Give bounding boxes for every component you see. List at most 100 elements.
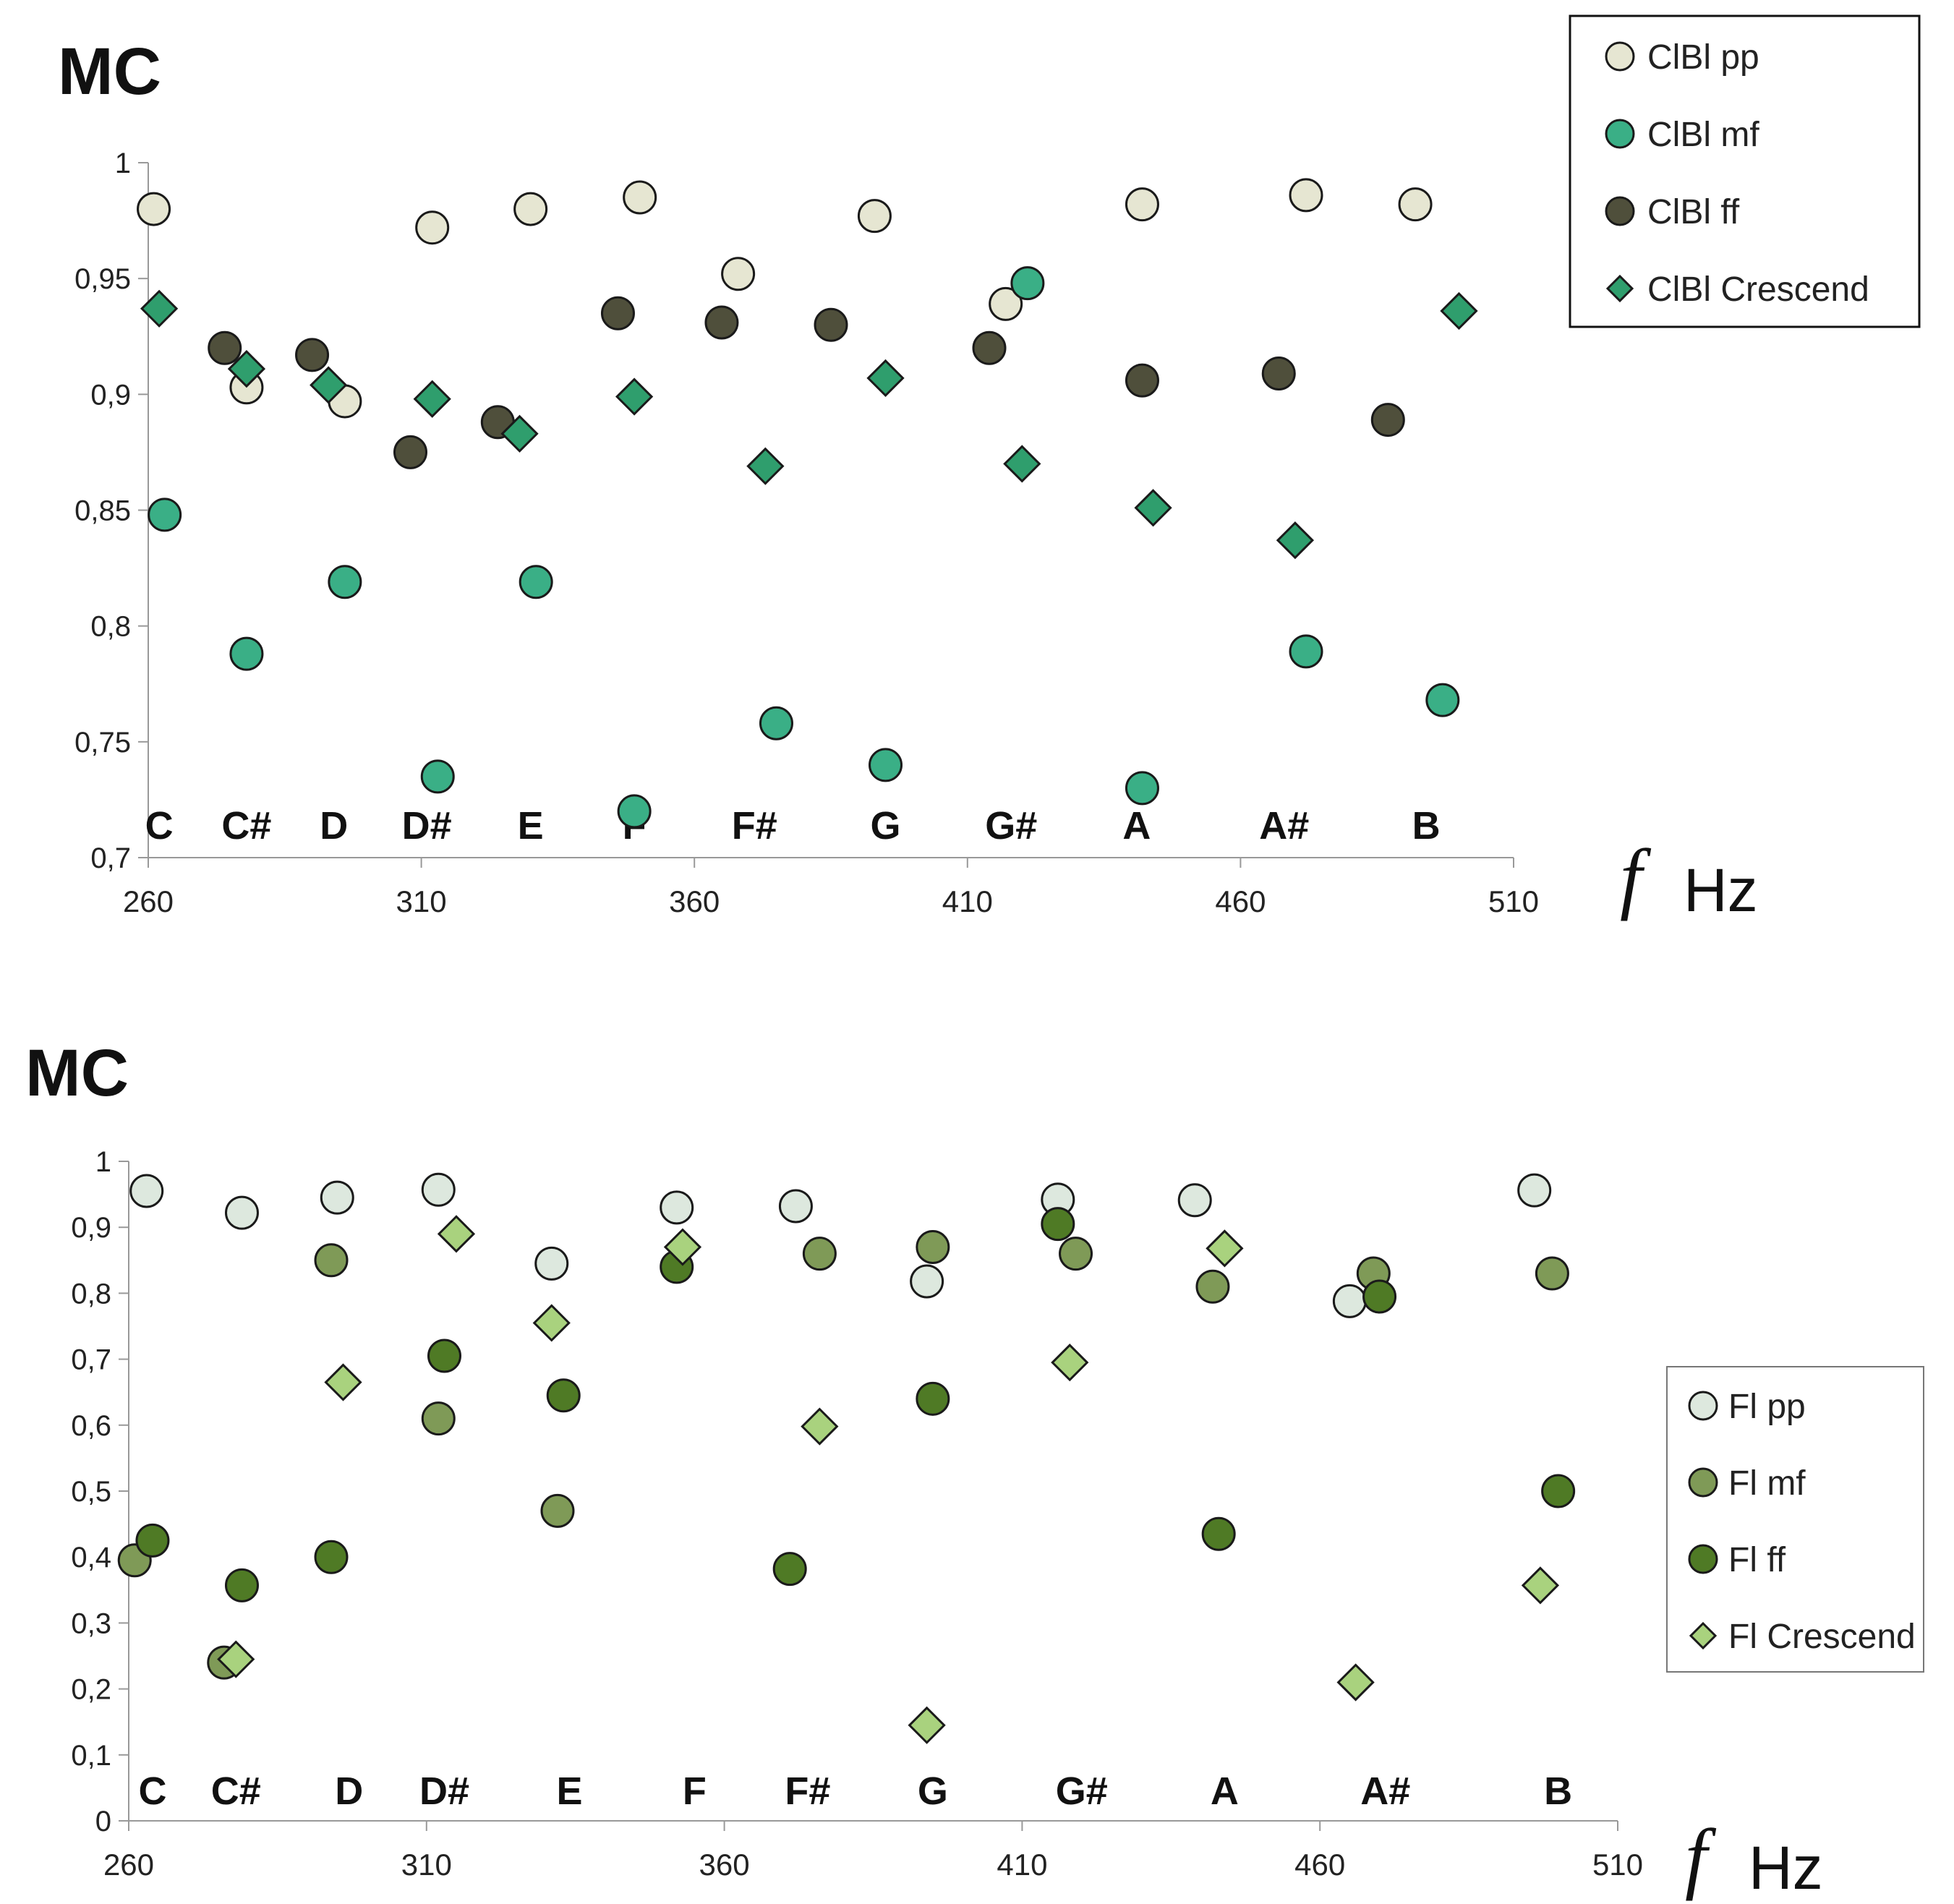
- series-clbl-crescend: [140, 289, 1478, 560]
- data-point: [1206, 1229, 1244, 1268]
- data-point: [1370, 403, 1405, 437]
- data-point: [1051, 1344, 1089, 1382]
- data-point: [421, 1172, 456, 1207]
- data-point: [1125, 771, 1159, 806]
- legend-marker: [1688, 1391, 1718, 1421]
- x-tick-label: 310: [401, 1848, 452, 1882]
- data-point: [1517, 1173, 1552, 1208]
- note-label: C: [138, 1769, 166, 1813]
- legend-label: ClBl ff: [1647, 193, 1740, 231]
- x-tick-label: 410: [942, 884, 993, 918]
- data-point: [1261, 357, 1296, 391]
- data-point: [617, 794, 652, 829]
- data-point: [413, 380, 451, 418]
- data-point: [224, 1568, 259, 1602]
- data-point: [148, 498, 182, 532]
- legend-label: Fl ff: [1728, 1541, 1786, 1579]
- data-point: [513, 192, 548, 226]
- data-point: [1289, 634, 1323, 669]
- data-point: [217, 1640, 255, 1678]
- legend: Fl pp Fl mf Fl ff Fl Crescend: [1666, 1366, 1924, 1673]
- data-point: [663, 1228, 702, 1266]
- data-point: [140, 289, 179, 328]
- data-point: [437, 1215, 476, 1253]
- data-point: [972, 330, 1007, 365]
- data-point: [1362, 1279, 1397, 1314]
- data-point: [546, 1378, 581, 1413]
- legend-label: ClBl mf: [1647, 116, 1759, 154]
- data-point: [1125, 363, 1159, 398]
- data-point: [1201, 1516, 1236, 1551]
- note-label: A#: [1360, 1769, 1410, 1813]
- data-point: [1059, 1237, 1093, 1271]
- x-tick-label: 410: [997, 1848, 1047, 1882]
- data-point: [1521, 1566, 1560, 1605]
- y-tick-label: 0,85: [74, 495, 131, 527]
- data-point: [1541, 1474, 1576, 1508]
- chart-title: MC: [25, 1036, 129, 1110]
- data-point: [721, 257, 756, 291]
- data-point: [1398, 187, 1433, 222]
- legend-label: Fl mf: [1728, 1464, 1806, 1503]
- data-point: [420, 759, 455, 794]
- data-point: [759, 706, 793, 740]
- data-point: [801, 1407, 839, 1446]
- data-point: [421, 1401, 456, 1436]
- note-label: C#: [221, 804, 271, 848]
- x-tick-label: 510: [1592, 1848, 1643, 1882]
- data-point: [772, 1552, 807, 1587]
- data-point: [314, 1243, 349, 1278]
- legend-marker: [1605, 196, 1635, 226]
- x-tick-label: 260: [103, 1848, 154, 1882]
- data-point: [1134, 489, 1172, 527]
- data-point: [224, 1195, 259, 1230]
- data-point: [1177, 1183, 1212, 1218]
- note-label: E: [518, 804, 544, 848]
- y-tick-label: 0,8: [71, 1278, 111, 1310]
- data-point: [1125, 187, 1159, 222]
- x-tick-label: 310: [396, 884, 447, 918]
- note-labels: C C# D D# E F F# G G# A A# B: [138, 1769, 1572, 1813]
- legend-marker: [1689, 1621, 1718, 1650]
- legend-marker: [1605, 119, 1635, 149]
- data-point: [310, 366, 348, 404]
- data-point: [328, 565, 362, 599]
- note-label: A: [1122, 804, 1151, 848]
- data-point: [623, 180, 657, 215]
- data-point: [778, 1189, 813, 1224]
- data-point: [229, 636, 264, 671]
- note-label: B: [1544, 1769, 1572, 1813]
- chart-title: MC: [58, 35, 161, 108]
- legend-marker: [1688, 1467, 1718, 1498]
- y-tick-label: 0: [95, 1806, 111, 1837]
- frequency-unit: Hz: [1684, 856, 1758, 924]
- data-point: [1289, 178, 1323, 213]
- data-point: [540, 1493, 575, 1528]
- note-label: D: [320, 804, 348, 848]
- x-tick-label: 360: [699, 1848, 750, 1882]
- note-label: B: [1412, 804, 1441, 848]
- data-point: [1440, 291, 1478, 330]
- series-fl-pp: [129, 1172, 1552, 1318]
- data-point: [916, 1230, 950, 1265]
- data-point: [324, 1363, 362, 1401]
- legend-label: Fl pp: [1728, 1388, 1806, 1426]
- note-label: F: [683, 1769, 707, 1813]
- legend-label: ClBl pp: [1647, 38, 1759, 77]
- data-point: [314, 1540, 349, 1574]
- legend-marker: [1688, 1544, 1718, 1574]
- data-point: [746, 447, 785, 485]
- clarinet-chart: MC 0,7 0,75 0,8 0,85 0,9 0,95 1 260 310 360 410 460…: [58, 14, 1921, 924]
- note-label: E: [556, 1769, 582, 1813]
- axes: 0,7 0,75 0,8 0,85 0,9 0,95 1 260 310 360 410 460 510: [74, 148, 1539, 918]
- flute-chart: MC 0 0,1 0,2 0,3 0,4 0,5 0,6 0,7 0,8 0,9 1 260 310 36…: [25, 1036, 1924, 1902]
- legend-marker: [1605, 274, 1634, 303]
- data-points: [117, 1172, 1576, 1744]
- legend-marker: [1605, 41, 1635, 72]
- data-point: [869, 748, 903, 782]
- y-tick-label: 0,5: [71, 1476, 111, 1508]
- data-point: [660, 1190, 694, 1225]
- series-fl-mf: [117, 1230, 1569, 1680]
- data-point: [866, 359, 905, 398]
